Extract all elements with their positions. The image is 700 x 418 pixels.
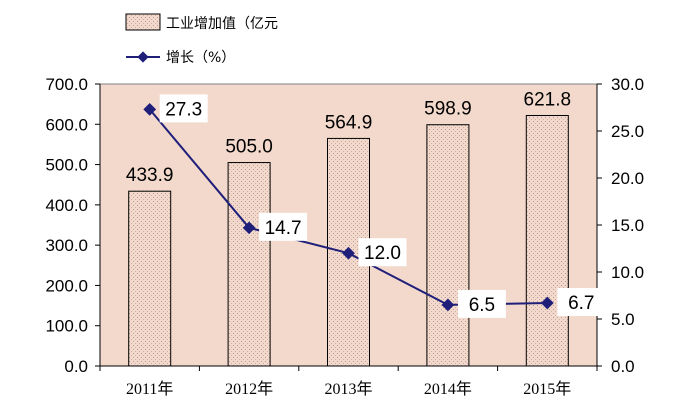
legend-line-label: 增长（%） xyxy=(166,50,235,66)
bar-value-label: 621.8 xyxy=(524,90,572,111)
growth-value-label: 12.0 xyxy=(364,243,401,264)
right-axis-tick-label: 20.0 xyxy=(611,169,644,188)
bar-value-label: 598.9 xyxy=(424,99,472,120)
right-axis-tick-label: 30.0 xyxy=(611,75,644,94)
bar-value-label: 564.9 xyxy=(325,112,373,133)
growth-value-label: 6.5 xyxy=(469,295,495,316)
bar-value-label: 505.0 xyxy=(225,137,273,158)
bar-value-label: 433.9 xyxy=(126,165,174,186)
right-axis-tick-label: 5.0 xyxy=(611,310,635,329)
bar-2014年 xyxy=(426,124,470,367)
x-axis-category-label: 2015年 xyxy=(523,380,571,398)
growth-point-marker xyxy=(342,246,355,260)
growth-value-label: 27.3 xyxy=(165,99,202,120)
growth-value-label: 14.7 xyxy=(265,218,302,239)
left-axis-tick-label: 700.0 xyxy=(45,75,88,94)
left-axis-tick-label: 200.0 xyxy=(45,276,88,295)
bar-2015年 xyxy=(525,115,569,367)
legend-bar-label: 工业增加值（亿元 xyxy=(166,16,278,32)
right-axis-tick-label: 0.0 xyxy=(611,357,635,376)
left-axis-tick-label: 600.0 xyxy=(45,115,88,134)
growth-label-box xyxy=(557,288,606,317)
growth-label-box xyxy=(457,289,506,318)
growth-label-box xyxy=(358,238,407,267)
left-axis-tick-label: 500.0 xyxy=(45,156,88,175)
x-axis-category-label: 2011年 xyxy=(126,380,173,398)
legend-bar-swatch xyxy=(125,13,161,31)
left-axis-tick-label: 0.0 xyxy=(64,357,88,376)
growth-label-box xyxy=(259,212,308,241)
growth-point-marker xyxy=(441,298,455,312)
right-axis-tick-label: 15.0 xyxy=(611,216,644,235)
bar-2012年 xyxy=(227,162,271,367)
growth-label-box xyxy=(159,94,208,123)
left-axis-tick-label: 400.0 xyxy=(45,196,88,215)
right-axis-tick-label: 10.0 xyxy=(611,263,644,282)
x-axis-category-label: 2014年 xyxy=(424,380,472,398)
growth-point-marker xyxy=(143,103,157,116)
growth-point-marker xyxy=(242,221,256,235)
x-axis-category-label: 2012年 xyxy=(225,380,273,398)
right-axis-tick-label: 25.0 xyxy=(611,122,644,141)
left-axis-tick-label: 100.0 xyxy=(45,317,88,336)
left-axis-tick-label: 300.0 xyxy=(45,236,88,255)
bar-2011年 xyxy=(128,190,172,367)
x-axis-category-label: 2013年 xyxy=(324,380,372,398)
legend-line-marker xyxy=(137,51,149,63)
growth-value-label: 6.7 xyxy=(568,293,594,314)
